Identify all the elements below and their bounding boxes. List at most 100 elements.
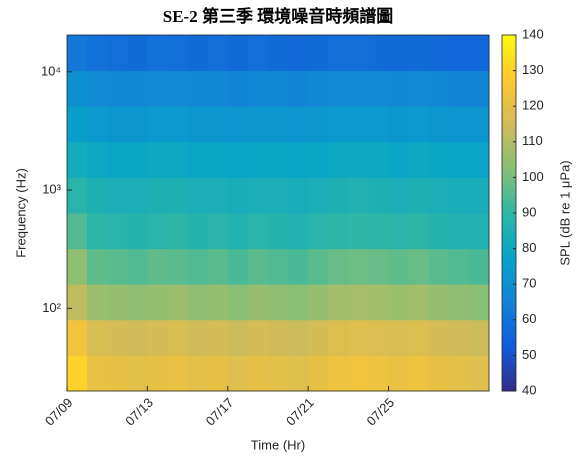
heat-cell (368, 70, 390, 107)
heat-cell (127, 177, 148, 214)
colorbar-segment (502, 230, 516, 235)
colorbar-segment (502, 81, 516, 86)
heat-cell (147, 213, 168, 250)
heat-cell (147, 248, 168, 285)
heat-cell (167, 284, 189, 321)
colorbar-segment (502, 252, 516, 257)
heat-cell (448, 70, 470, 107)
heat-cell (308, 355, 329, 392)
heat-cell (167, 106, 189, 143)
heat-cell (147, 70, 168, 107)
heat-cell (127, 70, 148, 107)
heat-cell (428, 355, 450, 392)
heat-cell (468, 355, 490, 392)
colorbar-segment (502, 173, 516, 178)
y-tick-label: 10² (42, 300, 61, 315)
heat-cell (388, 248, 410, 285)
heat-cell (348, 284, 369, 321)
colorbar-segment (502, 45, 516, 50)
colorbar-segment (502, 355, 516, 360)
heat-cell (107, 284, 128, 321)
heat-cell (87, 70, 108, 107)
colorbar-segment (502, 358, 516, 364)
colorbar-segment (502, 237, 516, 242)
heat-cell (368, 177, 390, 214)
colorbar-segment (502, 312, 516, 317)
heat-cell (227, 355, 249, 392)
colorbar-segment (502, 52, 516, 57)
colorbar-segment (502, 216, 516, 221)
heat-cell (107, 35, 128, 72)
x-tick-label: 07/17 (203, 395, 237, 429)
heat-cell (267, 35, 289, 72)
heat-cell (107, 177, 128, 214)
heat-cell (328, 177, 349, 214)
heat-cell (388, 35, 410, 72)
heat-cell (348, 35, 369, 72)
heat-cell (67, 319, 88, 356)
heat-cell (428, 248, 450, 285)
colorbar-segment (502, 113, 516, 118)
heat-cell (368, 355, 390, 392)
colorbar-segment (502, 330, 516, 335)
heat-cell (408, 319, 430, 356)
heat-cell (127, 284, 148, 321)
heat-cell (87, 319, 108, 356)
colorbar-segment (502, 369, 516, 374)
heat-cell (187, 355, 209, 392)
heat-cell (308, 177, 329, 214)
colorbar-segment (502, 109, 516, 114)
colorbar-segment (502, 213, 516, 218)
heat-cell (187, 319, 209, 356)
colorbar-tick-label: 140 (522, 26, 544, 41)
colorbar-tick-label: 130 (522, 62, 544, 77)
colorbar-segment (502, 35, 516, 40)
heat-cell (87, 106, 108, 143)
colorbar-segment (502, 309, 516, 314)
heat-cell (147, 177, 168, 214)
heat-cell (348, 106, 369, 143)
colorbar-segment (502, 177, 516, 182)
heat-cell (308, 213, 329, 250)
heat-cell (227, 248, 249, 285)
colorbar-segment (502, 202, 516, 207)
heat-cell (127, 141, 148, 178)
colorbar-segment (502, 280, 516, 285)
colorbar-segment (502, 180, 516, 186)
colorbar-segment (502, 184, 516, 189)
heat-cell (207, 70, 229, 107)
heat-cell (207, 319, 229, 356)
colorbar-segment (502, 273, 516, 278)
heat-cell (288, 213, 309, 250)
colorbar-segment (502, 88, 516, 93)
heat-cell (67, 355, 88, 392)
heat-cell (267, 284, 289, 321)
heat-cell (348, 248, 369, 285)
heat-cell (388, 213, 410, 250)
heat-cell (67, 284, 88, 321)
heat-cell (187, 35, 209, 72)
colorbar-segment (502, 259, 516, 264)
colorbar-segment (502, 298, 516, 303)
heat-cell (167, 70, 189, 107)
heat-cell (368, 106, 390, 143)
heat-cell (267, 355, 289, 392)
heat-cell (147, 284, 168, 321)
colorbar-segment (502, 102, 516, 107)
heat-cell (348, 319, 369, 356)
colorbar-segment (502, 74, 516, 79)
heat-cell (167, 141, 189, 178)
heat-cell (247, 106, 269, 143)
heat-cell (428, 141, 450, 178)
heat-cell (328, 248, 349, 285)
heat-cell (288, 70, 309, 107)
colorbar-segment (502, 262, 516, 267)
heat-cell (187, 106, 209, 143)
heat-cell (328, 35, 349, 72)
heat-cell (147, 106, 168, 143)
heat-cell (87, 248, 108, 285)
heat-cell (107, 213, 128, 250)
heat-cell (187, 70, 209, 107)
heat-cell (267, 248, 289, 285)
